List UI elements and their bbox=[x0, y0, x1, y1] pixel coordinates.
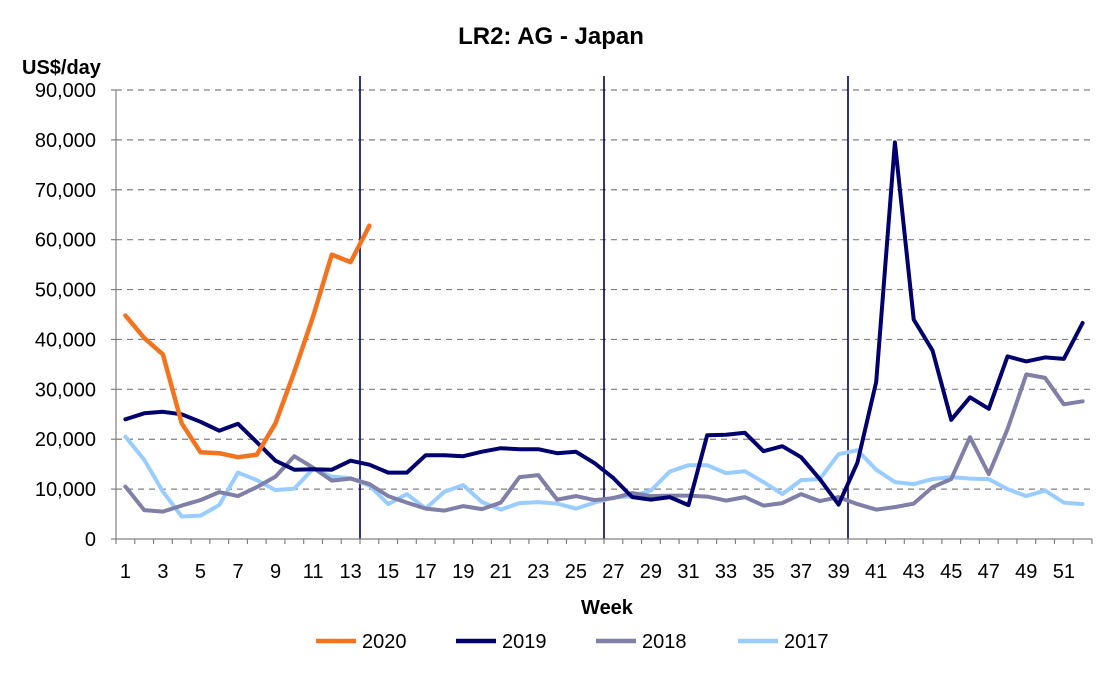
legend-label-2018: 2018 bbox=[642, 631, 687, 653]
x-tick-label: 3 bbox=[157, 561, 168, 583]
x-tick-label: 33 bbox=[715, 561, 737, 583]
x-tick-label: 31 bbox=[677, 561, 699, 583]
x-tick-label: 43 bbox=[903, 561, 925, 583]
x-tick-label: 23 bbox=[527, 561, 549, 583]
x-tick-label: 37 bbox=[790, 561, 812, 583]
x-tick-label: 41 bbox=[865, 561, 887, 583]
legend-label-2019: 2019 bbox=[502, 631, 547, 653]
x-tick-label: 9 bbox=[270, 561, 281, 583]
x-tick-label: 21 bbox=[490, 561, 512, 583]
x-tick-label: 27 bbox=[602, 561, 624, 583]
x-tick-label: 39 bbox=[827, 561, 849, 583]
x-tick-label: 45 bbox=[940, 561, 962, 583]
y-tick-label: 30,000 bbox=[35, 379, 96, 401]
series-lines bbox=[123, 140, 1085, 519]
axes bbox=[111, 89, 1093, 544]
y-tick-label: 60,000 bbox=[35, 230, 96, 252]
legend-label-2020: 2020 bbox=[362, 631, 407, 653]
series-line-2019 bbox=[123, 140, 1085, 508]
x-tick-label: 5 bbox=[195, 561, 206, 583]
y-tick-label: 70,000 bbox=[35, 180, 96, 202]
x-tick-label: 11 bbox=[303, 561, 324, 583]
x-tick-label: 1 bbox=[120, 561, 131, 583]
y-tick-label: 40,000 bbox=[35, 329, 96, 351]
x-tick-label: 51 bbox=[1053, 561, 1075, 583]
y-tick-label: 10,000 bbox=[35, 479, 96, 501]
legend: 2020 2019 2018 2017 bbox=[316, 631, 829, 653]
x-tick-label: 29 bbox=[640, 561, 662, 583]
x-tick-label: 13 bbox=[339, 561, 361, 583]
x-tick-label: 49 bbox=[1015, 561, 1037, 583]
x-tick-label: 15 bbox=[377, 561, 399, 583]
x-tick-label: 35 bbox=[752, 561, 774, 583]
x-tick-label: 19 bbox=[452, 561, 474, 583]
legend-label-2017: 2017 bbox=[784, 631, 829, 653]
y-axis-label: US$/day bbox=[22, 57, 102, 79]
y-tick-label: 50,000 bbox=[35, 280, 96, 302]
chart-title: LR2: AG - Japan bbox=[458, 23, 644, 50]
y-tick-labels: 0 10,000 20,000 30,000 40,000 50,000 60,000 70,… bbox=[35, 80, 96, 551]
x-axis-label: Week bbox=[581, 597, 634, 619]
x-tick-labels: 1 3 5 7 9 11 13 15 17 19 21 23 25 27 29 31 33 35 37 39 41 43 4… bbox=[120, 561, 1075, 583]
y-tick-label: 90,000 bbox=[35, 80, 96, 102]
y-tick-label: 0 bbox=[85, 529, 96, 551]
y-tick-label: 80,000 bbox=[35, 130, 96, 152]
x-tick-label: 25 bbox=[565, 561, 587, 583]
x-tick-label: 7 bbox=[232, 561, 243, 583]
x-tick-label: 17 bbox=[415, 561, 437, 583]
x-tick-label: 47 bbox=[978, 561, 1000, 583]
y-tick-label: 20,000 bbox=[35, 429, 96, 451]
series-line-2020 bbox=[123, 223, 372, 460]
